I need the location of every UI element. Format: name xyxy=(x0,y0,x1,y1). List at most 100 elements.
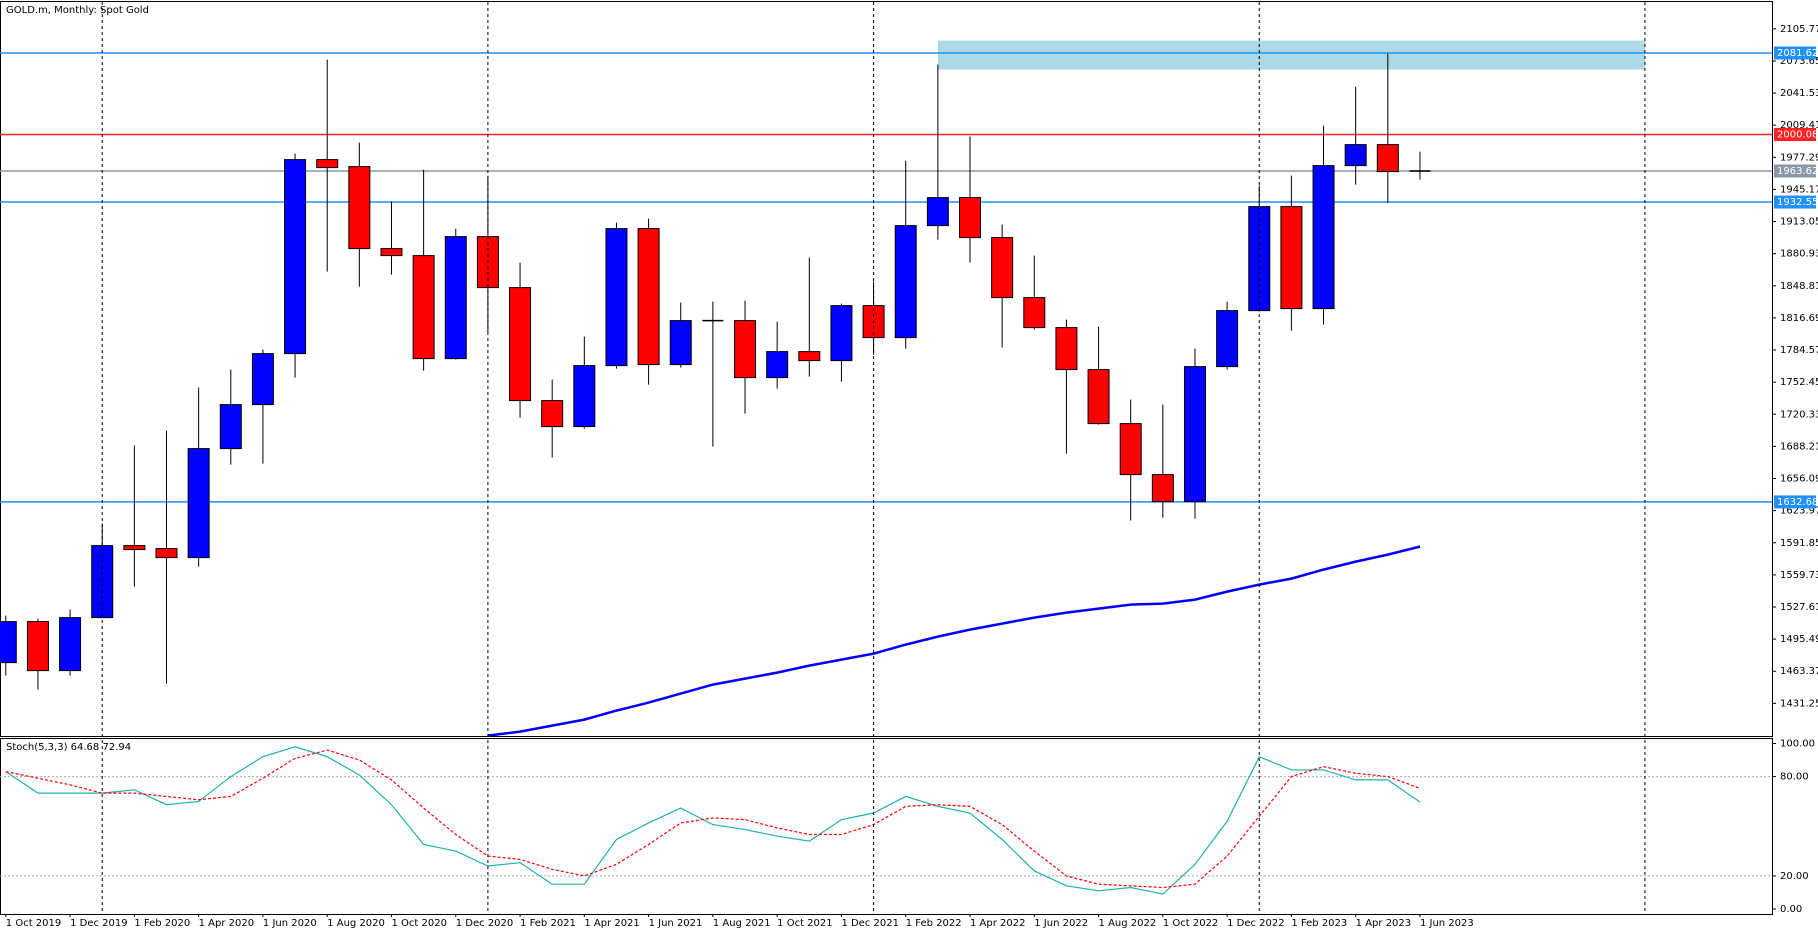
y-tick-label: 1527.61 xyxy=(1780,602,1818,613)
x-tick-label: 1 Aug 2021 xyxy=(713,918,771,929)
candle-body xyxy=(1183,366,1206,503)
candle-body xyxy=(734,320,757,379)
x-tick-label: 1 Oct 2020 xyxy=(391,918,446,929)
candle-body xyxy=(573,365,596,428)
y-tick-label: 2041.53 xyxy=(1780,88,1818,99)
y-tick-label: 1591.85 xyxy=(1780,538,1818,549)
price-label: 1932.55 xyxy=(1777,197,1818,208)
y-tick-label: 1623.97 xyxy=(1780,506,1818,517)
candle-body xyxy=(669,320,692,366)
y-tick-label: 1752.45 xyxy=(1780,377,1818,388)
candle-body xyxy=(59,617,82,672)
candle-body xyxy=(830,305,853,362)
candle-body xyxy=(1151,474,1174,503)
x-tick-label: 1 Jun 2020 xyxy=(263,918,317,929)
y-tick-label: 1688.21 xyxy=(1780,441,1818,452)
y-tick-label: 1848.81 xyxy=(1780,281,1818,292)
x-tick-label: 1 Aug 2022 xyxy=(1099,918,1157,929)
x-tick-label: 1 Feb 2022 xyxy=(906,918,962,929)
candle-body xyxy=(0,621,17,664)
candle-body xyxy=(1248,206,1271,312)
candle-body xyxy=(605,228,628,367)
candle-body xyxy=(316,159,339,169)
candle-body xyxy=(637,228,660,366)
y-tick-label: 2105.77 xyxy=(1780,24,1818,35)
candle-body xyxy=(155,548,178,559)
candle-body xyxy=(284,159,307,355)
candle-body xyxy=(1023,297,1046,329)
indicator-title: Stoch(5,3,3) 64.68 72.94 xyxy=(6,742,131,753)
price-label: 2000.08 xyxy=(1777,130,1818,141)
y-tick-label: 1913.05 xyxy=(1780,217,1818,228)
candle-body xyxy=(348,166,371,250)
candle-body xyxy=(1087,369,1110,425)
x-tick-label: 1 Apr 2022 xyxy=(970,918,1025,929)
price-label-box xyxy=(1774,495,1816,509)
price-label: 2081.62 xyxy=(1777,48,1818,59)
zone xyxy=(937,40,1645,70)
candle-body xyxy=(1216,310,1239,368)
candle-body xyxy=(1055,327,1078,371)
x-tick-label: 1 Feb 2023 xyxy=(1291,918,1347,929)
x-tick-label: 1 Apr 2021 xyxy=(584,918,639,929)
candle-body xyxy=(412,255,435,360)
x-tick-label: 1 Jun 2022 xyxy=(1034,918,1088,929)
stoch-pane xyxy=(0,738,1773,915)
candle-body xyxy=(1312,165,1335,310)
candle-body xyxy=(380,248,403,257)
y-tick-label: 1495.49 xyxy=(1780,634,1818,645)
candle-body xyxy=(894,225,917,339)
y-tick-label: 2009.41 xyxy=(1780,120,1818,131)
stoch-plot xyxy=(0,746,1772,895)
price-label-box xyxy=(1774,46,1816,60)
candle-body xyxy=(123,545,146,551)
x-tick-label: 1 Dec 2019 xyxy=(70,918,128,929)
y-tick-label: 1977.29 xyxy=(1780,152,1818,163)
x-tick-label: 1 Dec 2020 xyxy=(456,918,514,929)
candle-body xyxy=(1344,144,1367,167)
candle-body xyxy=(187,448,210,559)
main-pane xyxy=(0,1,1773,737)
x-tick-label: 1 Jun 2021 xyxy=(649,918,703,929)
candle-body xyxy=(444,236,467,360)
x-tick-label: 1 Apr 2023 xyxy=(1356,918,1411,929)
x-tick-label: 1 Oct 2021 xyxy=(777,918,832,929)
y-tick-label: 20.00 xyxy=(1780,871,1809,882)
y-tick-label: 0.00 xyxy=(1780,904,1802,915)
y-tick-label: 1816.69 xyxy=(1780,313,1818,324)
price-label: 1963.62 xyxy=(1777,166,1818,177)
stoch-line xyxy=(5,746,1421,895)
candle-body xyxy=(91,545,114,619)
x-tick-label: 1 Feb 2021 xyxy=(520,918,576,929)
y-tick-label: 80.00 xyxy=(1780,772,1809,783)
y-tick-label: 1431.25 xyxy=(1780,698,1818,709)
y-tick-label: 100.00 xyxy=(1780,738,1815,749)
candle-body xyxy=(251,353,274,406)
price-label: 1632.68 xyxy=(1777,497,1818,508)
stoch-line xyxy=(5,749,1421,889)
moving-average xyxy=(487,545,1421,736)
candle-body xyxy=(991,237,1014,299)
y-tick-label: 1559.73 xyxy=(1780,570,1818,581)
y-tick-label: 1880.93 xyxy=(1780,249,1818,260)
x-tick-label: 1 Oct 2019 xyxy=(6,918,61,929)
candle-body xyxy=(798,351,821,362)
price-label-box xyxy=(1774,128,1816,142)
x-tick-label: 1 Dec 2022 xyxy=(1227,918,1285,929)
y-tick-label: 1945.17 xyxy=(1780,184,1818,195)
candle-body xyxy=(766,351,789,379)
main-plot xyxy=(0,40,1772,736)
axes: 2105.77 2073.65 2041.53 2009.41 1977.29 1945.… xyxy=(5,2,1818,929)
candle-body xyxy=(1280,206,1303,310)
y-tick-label: 2073.65 xyxy=(1780,56,1818,67)
y-tick-label: 1720.33 xyxy=(1780,409,1818,420)
price-label-box xyxy=(1774,164,1816,178)
candle-body xyxy=(1119,423,1142,476)
x-tick-label: 1 Apr 2020 xyxy=(199,918,254,929)
y-tick-label: 1784.57 xyxy=(1780,345,1818,356)
chart-title: GOLD.m, Monthly: Spot Gold xyxy=(6,5,149,16)
x-tick-label: 1 Oct 2022 xyxy=(1163,918,1218,929)
x-tick-label: 1 Aug 2020 xyxy=(327,918,385,929)
